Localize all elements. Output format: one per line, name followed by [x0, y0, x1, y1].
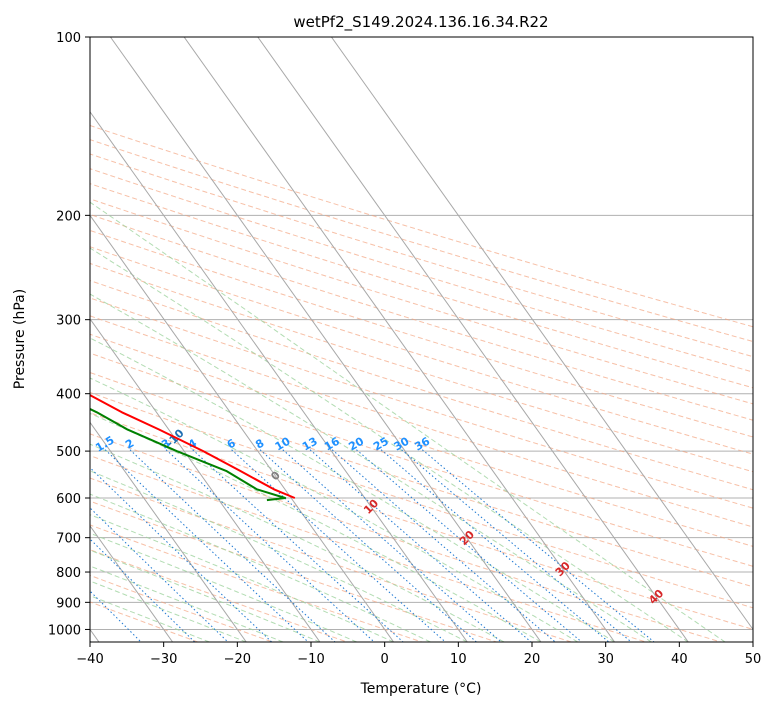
y-tick-label: 500	[56, 445, 81, 460]
mixing-ratio-label: 6	[225, 436, 238, 451]
dry-adiabat	[0, 37, 775, 642]
dry-adiabat	[0, 37, 775, 642]
mixing-ratio-line	[232, 450, 446, 642]
dry-adiabat	[0, 37, 775, 642]
x-tick-label: 30	[597, 652, 614, 667]
y-tick-label: 600	[56, 492, 81, 507]
mixing-ratio-line	[0, 450, 195, 642]
profile-lines	[0, 37, 295, 500]
dry-adiabat	[0, 37, 775, 642]
x-tick-label: 40	[671, 652, 688, 667]
dry-adiabat	[0, 37, 422, 642]
x-tick-label: 50	[745, 652, 762, 667]
mixing-ratio-line	[356, 450, 581, 642]
dry-adiabat	[0, 37, 775, 642]
isotherm	[331, 37, 762, 642]
moist-adiabat	[0, 37, 283, 642]
mixing-ratio-label: 0.4	[0, 433, 12, 454]
dry-adiabat	[0, 37, 347, 642]
dry-adiabat	[0, 37, 775, 642]
x-axis: −40 −30 −20 −10 0 10 20 30 40 50	[76, 642, 761, 667]
background-lines	[0, 37, 775, 642]
y-tick-label: 1000	[48, 623, 81, 638]
isotherm	[184, 37, 615, 642]
dry-adiabat	[0, 37, 775, 642]
dry-adiabat	[0, 37, 775, 642]
dry-adiabat	[0, 37, 775, 642]
x-tick-label: 20	[524, 652, 541, 667]
isotherm	[0, 37, 394, 642]
y-axis: 100 200 300 400 500 600 700 800 900 1000	[48, 31, 90, 638]
isotherm	[37, 37, 468, 642]
x-tick-label: 10	[450, 652, 467, 667]
dewpoint-profile-line	[0, 37, 285, 500]
dry-adiabat	[0, 37, 775, 642]
moist-adiabat	[0, 37, 541, 642]
dry-adiabat	[0, 37, 775, 642]
mixing-ratio-label: 8	[253, 437, 266, 452]
dry-adiabat	[0, 37, 775, 642]
y-axis-label: Pressure (hPa)	[12, 289, 28, 389]
moist-adiabat	[0, 37, 246, 642]
mixing-ratio-label: 2	[123, 437, 136, 452]
mixing-ratio-line	[193, 450, 403, 642]
isotherm-label: 10	[361, 497, 381, 517]
moist-adiabat	[0, 37, 320, 642]
isotherm-label: 30	[553, 559, 573, 579]
temperature-profile-line	[0, 37, 295, 498]
moist-adiabat	[0, 37, 615, 642]
mixing-ratio-label: 0.6	[19, 433, 43, 454]
isotherm	[110, 37, 541, 642]
isotherm	[0, 37, 320, 642]
isotherm-label: 20	[457, 528, 477, 548]
isotherm	[258, 37, 689, 642]
dry-adiabat	[0, 37, 775, 642]
moist-adiabat	[0, 37, 394, 642]
x-tick-label: −20	[224, 652, 251, 667]
dry-adiabat	[0, 37, 775, 642]
dry-adiabat	[0, 37, 775, 642]
mixing-ratio-line	[332, 450, 555, 642]
dry-adiabat	[0, 37, 775, 642]
dry-adiabat	[0, 37, 775, 642]
dry-adiabat	[0, 37, 571, 642]
y-tick-label: 400	[56, 388, 81, 403]
chart-title: wetPf2_S149.2024.136.16.34.R22	[293, 13, 548, 32]
moist-adiabat	[0, 37, 725, 642]
y-tick-label: 900	[56, 596, 81, 611]
mixing-ratio-line	[402, 450, 632, 642]
x-tick-label: 0	[381, 652, 389, 667]
isotherm	[0, 37, 246, 642]
dry-adiabat	[0, 37, 272, 642]
y-tick-label: 300	[56, 314, 81, 329]
mixing-ratio-line	[130, 450, 335, 642]
x-tick-label: −40	[76, 652, 103, 667]
dry-adiabat	[0, 37, 775, 642]
x-tick-label: −10	[297, 652, 324, 667]
dry-adiabat	[0, 37, 198, 642]
x-axis-label: Temperature (°C)	[360, 681, 482, 697]
y-tick-label: 700	[56, 532, 81, 547]
y-tick-label: 200	[56, 209, 81, 224]
y-tick-label: 100	[56, 31, 81, 46]
y-tick-label: 800	[56, 566, 81, 581]
x-tick-label: −30	[150, 652, 177, 667]
